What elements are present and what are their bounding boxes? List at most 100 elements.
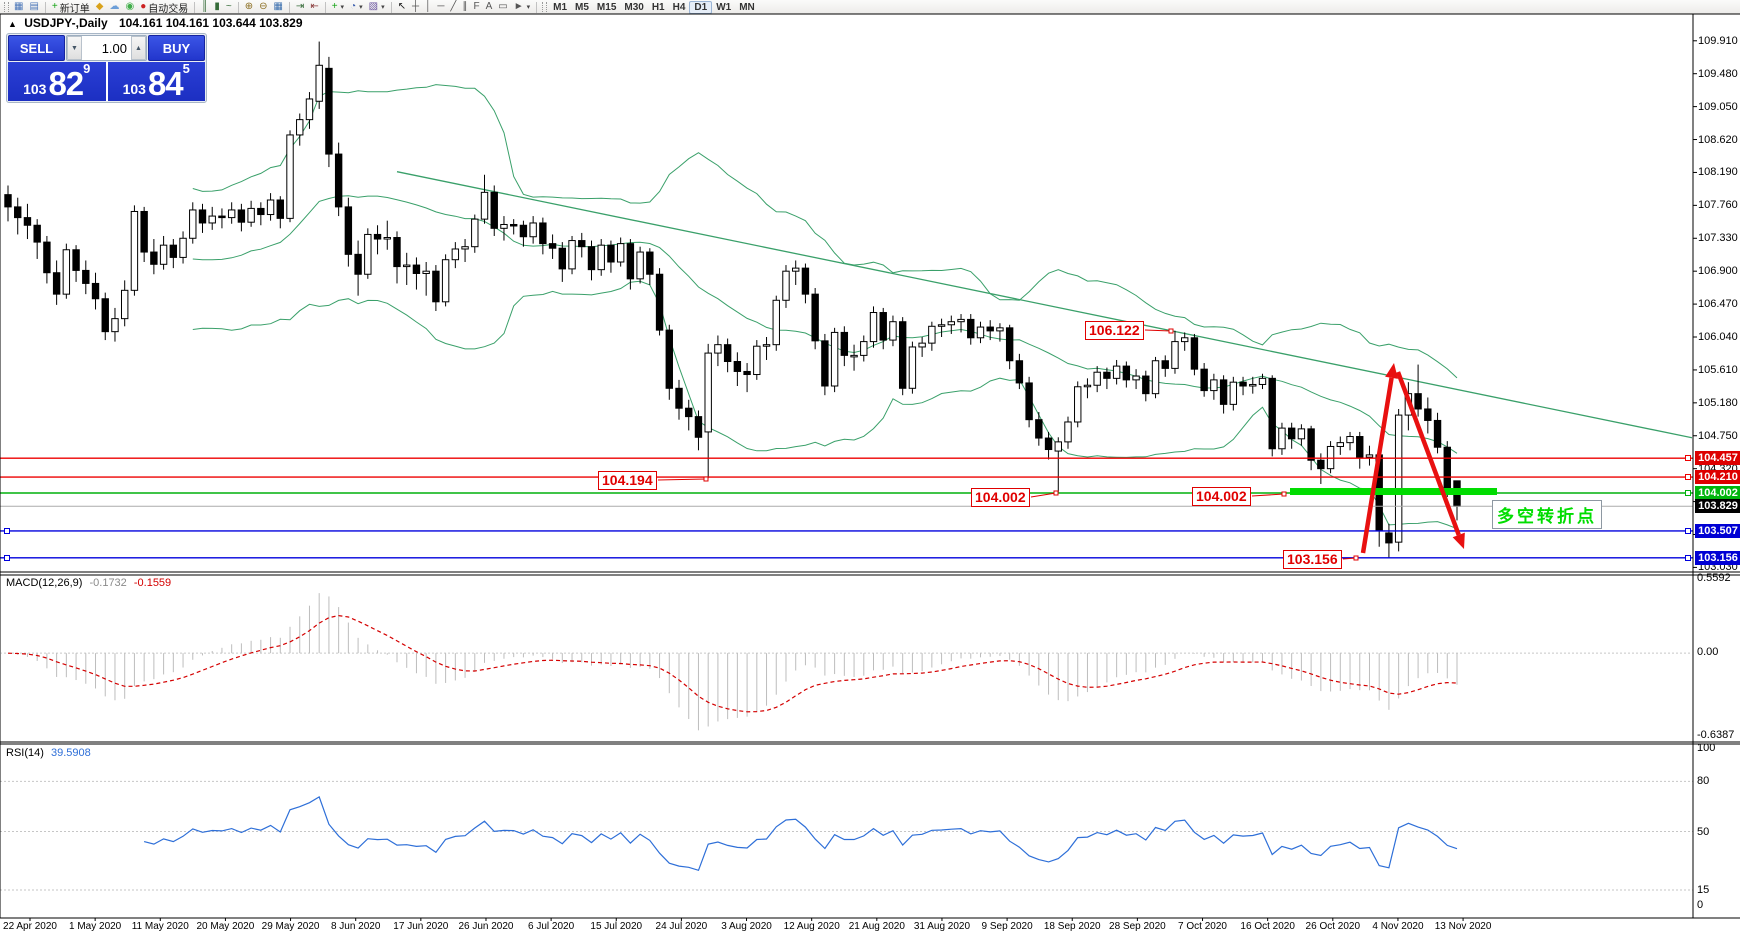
price-callout-104002-right-anchor[interactable] [1281,491,1287,497]
trendline-button[interactable]: ╱ [447,1,459,14]
descending-trendline[interactable] [396,171,1720,445]
rsi-scale-label: 100 [1697,742,1716,754]
date-tick-label: 29 May 2020 [261,921,320,932]
templates-button[interactable]: ▧ ▾ [366,1,388,14]
hline-103507-handle-left[interactable] [4,527,10,534]
chart-autoscroll-icon: ⇤ [310,1,319,12]
price-callout-103156-anchor[interactable] [1353,555,1359,561]
timeframe-m30-button[interactable]: M30 [624,1,644,13]
price-callout-104002-left-anchor[interactable] [1053,490,1059,496]
toolbar-separator [237,1,239,13]
line-chart-icon: ~ [225,1,232,12]
zoom-in-button[interactable]: ⊕ [242,1,256,14]
hline-103156-handle[interactable] [1685,554,1691,561]
auto-trading-button[interactable]: ● 自动交易 [137,1,191,15]
timeframe-m1-button[interactable]: M1 [553,1,568,13]
channel-icon: ∥ [462,1,468,12]
sounds-button[interactable]: ◉ [122,1,137,14]
text-button[interactable]: A [483,1,496,14]
crosshair-button[interactable]: ┼ [409,1,422,14]
timeframe-mn-button[interactable]: MN [739,1,755,13]
macd-signal-value: -0.1559 [133,577,172,589]
trend-arrow-down[interactable] [1395,371,1465,549]
profiles-button[interactable]: ▤ [26,1,41,14]
price-callout-106122-anchor[interactable] [1168,328,1174,334]
date-tick-label: 7 Oct 2020 [1178,921,1227,932]
arrows-button[interactable]: ► ▾ [511,1,533,14]
chevron-down-icon[interactable]: ▾ [381,4,385,11]
label-button[interactable]: ▭ [495,1,510,14]
hline-104457-handle[interactable] [1685,455,1691,462]
toolbar-grip[interactable] [4,2,9,12]
horizontal-line-button[interactable]: ─ [434,1,447,14]
hline-104002-handle[interactable] [1685,490,1691,496]
candlestick-series[interactable] [4,41,1461,558]
cloud-button[interactable]: ☁ [106,1,122,14]
collapse-panel-icon[interactable]: ▲ [8,19,17,29]
hline-103507-handle[interactable] [1685,527,1691,534]
volume-decrease-button[interactable]: ▼ [67,36,82,60]
chart-autoscroll-button[interactable]: ⇤ [307,1,321,14]
candlestick-chart-button[interactable]: ▮ [211,1,223,14]
toolbar-grip[interactable] [542,2,548,12]
new-chart-button[interactable]: ▦ [11,1,26,14]
date-tick-label: 6 Jul 2020 [528,921,575,932]
volume-input[interactable]: 1.00 [101,40,127,56]
hline-104210-handle[interactable] [1685,474,1691,481]
buy-price[interactable]: 103 84 5 [107,62,205,101]
vertical-line-button[interactable]: │ [422,1,434,14]
chart-shift-icon: ⇥ [295,1,305,12]
toolbar-separator [536,1,538,13]
price-callout-104194-anchor[interactable] [703,476,709,482]
buy-button[interactable]: BUY [148,35,205,61]
sell-button[interactable]: SELL [8,35,65,61]
timeframe-h4-button[interactable]: H4 [672,1,686,13]
trend-arrow-up[interactable] [1360,363,1398,554]
price-tick-label: 109.050 [1698,100,1738,113]
timeframe-m15-button[interactable]: M15 [596,1,617,13]
cursor-button[interactable]: ↖ [395,1,409,14]
note-annotation[interactable]: 多空转折点 [1492,500,1602,529]
cloud-icon: ☁ [109,1,120,12]
date-tick-label: 28 Sep 2020 [1109,921,1166,932]
sell-price[interactable]: 103 82 9 [8,62,106,101]
fibonacci-button[interactable]: F [470,1,482,14]
timeframe-w1-button[interactable]: W1 [716,1,732,13]
rsi-value: 39.5908 [50,747,91,759]
horizontal-line-objects[interactable] [0,457,1693,559]
channel-button[interactable]: ∥ [459,1,470,14]
new-order-button[interactable]: + 新订单 [49,1,93,15]
volume-increase-button[interactable]: ▲ [131,36,146,60]
price-tick-label: 106.900 [1698,265,1738,278]
hline-104210-price-label: 104.210 [1695,470,1740,485]
chevron-down-icon[interactable]: ▾ [359,4,363,11]
price-callout-104002-left[interactable]: 104.002 [971,488,1030,507]
price-callout-103156[interactable]: 103.156 [1283,550,1342,569]
bar-chart-button[interactable]: ║ [198,1,211,14]
hline-103156-handle-left[interactable] [4,554,10,561]
support-highlight-band[interactable] [1290,488,1497,496]
deposit-button[interactable]: ◆ [93,1,107,14]
price-callout-106122[interactable]: 106.122 [1085,321,1144,340]
fibonacci-icon: F [473,1,480,12]
timeframe-m5-button[interactable]: M5 [575,1,589,13]
date-tick-label: 21 Aug 2020 [848,921,905,932]
zoom-out-button[interactable]: ⊖ [256,1,270,14]
tile-windows-button[interactable]: ▦ [270,1,285,14]
chevron-down-icon[interactable]: ▾ [526,4,531,11]
chevron-down-icon[interactable]: ▾ [340,4,345,11]
timeframe-h1-button[interactable]: H1 [651,1,665,13]
vertical-line-icon: │ [425,1,432,12]
timeframe-d1-button[interactable]: D1 [689,0,713,14]
date-tick-label: 9 Sep 2020 [981,921,1033,932]
chart-shift-button[interactable]: ⇥ [293,1,307,14]
indicators-button[interactable]: + ▾ [329,1,347,14]
line-chart-button[interactable]: ~ [223,1,235,14]
price-callout-104194[interactable]: 104.194 [598,471,657,490]
templates-icon: ▧ [368,1,379,12]
periods-button[interactable]: ◔ ▾ [347,1,366,14]
text-icon: A [485,1,493,12]
price-callout-104002-right[interactable]: 104.002 [1192,487,1251,506]
